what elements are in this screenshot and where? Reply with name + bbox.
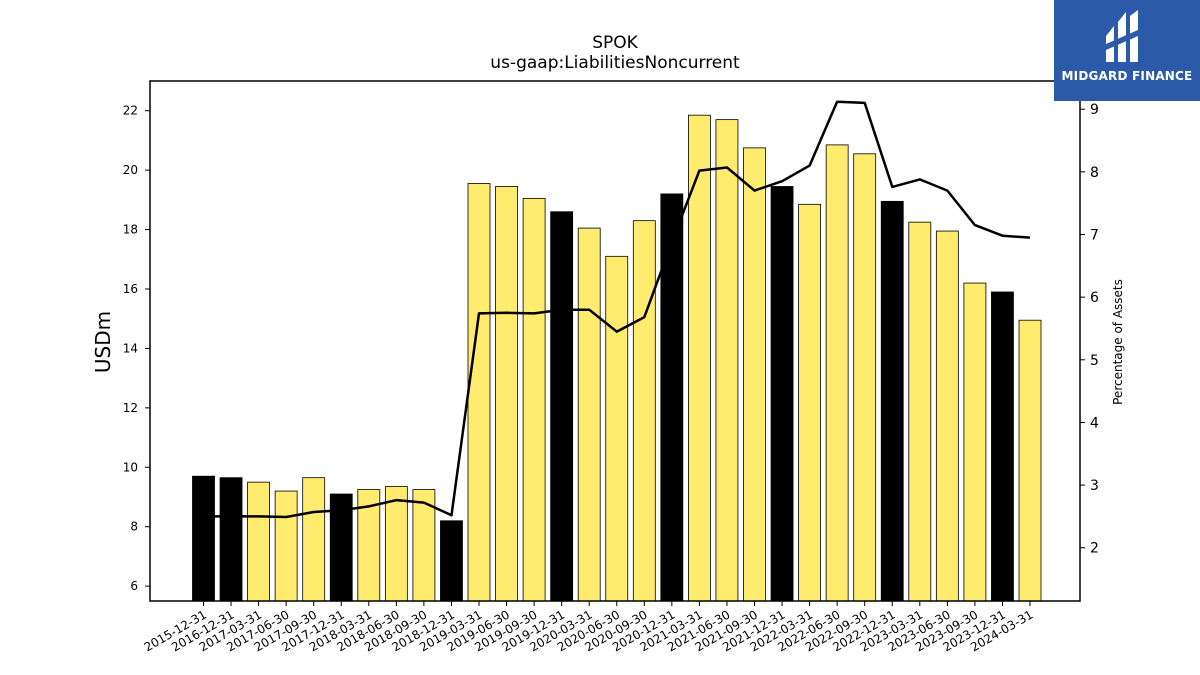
y2-tick-label: 8 [1090, 165, 1099, 181]
y2-tick-label: 2 [1090, 541, 1099, 557]
bar-2022-03-31 [798, 203, 821, 602]
bar-2020-12-31 [660, 193, 684, 602]
logo-text: MIDGARD FINANCE [1061, 69, 1193, 83]
bar-2019-03-31 [467, 183, 491, 602]
y2-axis-label: Percentage of Assets [1111, 279, 1125, 405]
bar-2024-03-31 [1018, 319, 1042, 602]
y-tick-label: 14 [123, 341, 138, 355]
bar-2019-09-30 [522, 197, 546, 602]
midgard-logo-icon [1106, 10, 1138, 62]
percentage-line [203, 100, 1031, 519]
y-tick-label: 12 [123, 401, 138, 415]
bar-2023-03-31 [908, 221, 932, 602]
y2-tick-label: 9 [1090, 102, 1099, 118]
bar-2023-12-31 [991, 291, 1014, 602]
bar-2020-03-31 [577, 227, 601, 602]
bar-2020-06-30 [605, 255, 629, 602]
bar-2020-09-30 [632, 220, 656, 602]
bar-2022-12-31 [880, 200, 904, 602]
x-axis: 2015-12-312016-12-312017-03-312017-06-30… [142, 601, 1036, 654]
bars-group [192, 114, 1042, 602]
bar-2021-12-31 [770, 186, 794, 602]
y2-tick-label: 4 [1090, 415, 1099, 431]
line-group [203, 100, 1031, 519]
bar-2017-03-31 [247, 481, 271, 602]
bar-2015-12-31 [192, 475, 215, 602]
y2-tick-label: 7 [1090, 227, 1099, 243]
y-tick-label: 16 [123, 282, 138, 296]
bar-2017-06-30 [274, 490, 298, 602]
plot-frame [149, 80, 1081, 602]
bar-2023-06-30 [935, 230, 959, 602]
y-tick-label: 8 [130, 520, 138, 534]
y-axis-left: 6 8 10 12 14 16 18 20 22 [123, 104, 150, 593]
y-tick-label: 10 [123, 460, 138, 474]
bar-2017-09-30 [302, 477, 326, 602]
y-tick-label: 6 [130, 579, 138, 593]
y-tick-label: 22 [123, 104, 138, 118]
y-axis-right: 2 3 4 5 6 7 8 9 [1080, 102, 1099, 557]
chart-title: SPOK [592, 33, 638, 53]
y2-tick-label: 6 [1090, 290, 1099, 306]
bar-2019-06-30 [495, 186, 518, 602]
y-tick-label: 18 [123, 223, 138, 237]
bar-2022-09-30 [853, 153, 877, 602]
y-axis-label: USDm [91, 311, 115, 373]
y2-tick-label: 5 [1090, 353, 1099, 369]
bar-2018-06-30 [384, 486, 408, 602]
bar-2022-06-30 [825, 144, 849, 602]
y2-tick-label: 3 [1090, 478, 1099, 494]
bar-2018-12-31 [440, 520, 463, 602]
y-tick-label: 20 [123, 163, 138, 177]
bar-2021-09-30 [743, 147, 766, 602]
bar-2019-12-31 [550, 211, 574, 602]
chart-subtitle: us-gaap:LiabilitiesNoncurrent [490, 53, 740, 73]
bar-2021-06-30 [715, 119, 739, 602]
bar-2023-09-30 [963, 282, 987, 602]
brand-logo: MIDGARD FINANCE [1054, 0, 1200, 101]
bar-2016-12-31 [219, 477, 243, 602]
